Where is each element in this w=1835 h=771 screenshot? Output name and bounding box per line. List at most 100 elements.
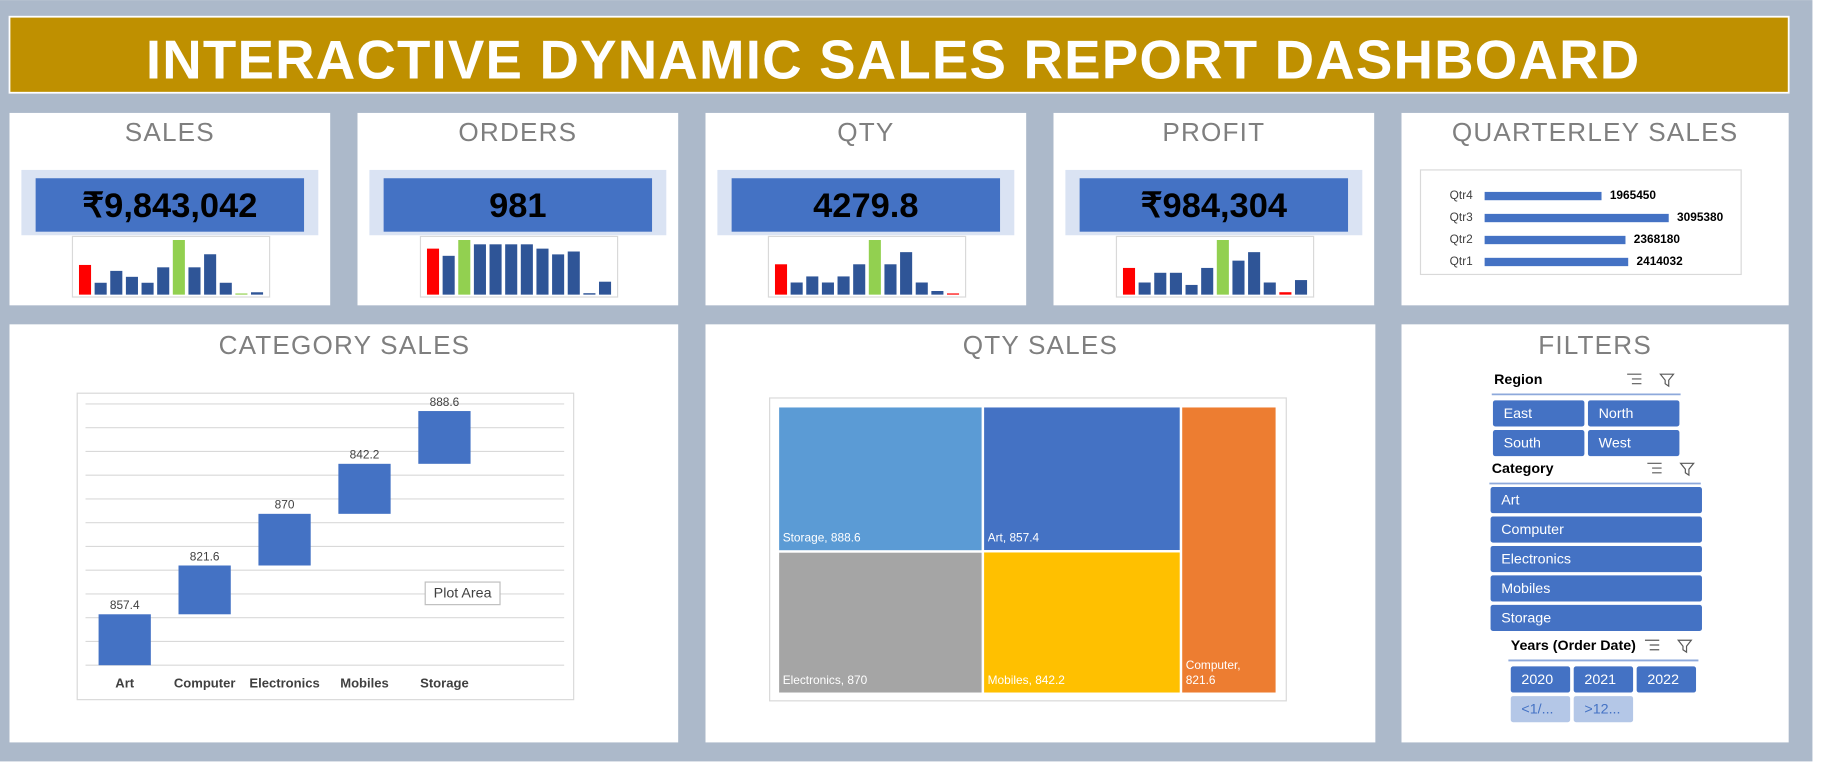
sparkline-bar — [1201, 267, 1214, 295]
bar — [1484, 191, 1602, 201]
filter-button[interactable] — [1490, 487, 1702, 514]
treemap-label: Mobiles, 842.2 — [987, 674, 1065, 688]
sparkline-bar — [204, 254, 217, 295]
data-label: 2368180 — [1634, 232, 1681, 246]
data-label: 821.6 — [190, 549, 220, 563]
sparkline-bar — [141, 282, 154, 295]
slicer-icon[interactable] — [1627, 373, 1642, 385]
filter-button-label[interactable]: Electronics — [1501, 551, 1571, 567]
sparkline-bar — [837, 276, 850, 295]
kpi-box — [1079, 178, 1349, 232]
sparkline-bar — [125, 276, 138, 295]
sparkline-bar — [188, 267, 201, 295]
filter-button-label[interactable]: >12... — [1584, 702, 1620, 718]
sparkline-bar — [157, 267, 170, 295]
sparkline-bar — [567, 251, 580, 295]
sparkline-bar — [1263, 282, 1276, 295]
filter-button[interactable] — [1573, 666, 1634, 693]
x-tick-label: Electronics — [249, 676, 319, 691]
sparkline-bar — [235, 293, 248, 295]
filter-button[interactable] — [1510, 666, 1571, 693]
filter-button[interactable] — [1490, 575, 1702, 602]
filter-button[interactable] — [1490, 545, 1702, 573]
sparkline-bar — [94, 282, 107, 295]
bar — [258, 513, 311, 566]
sparkline-bar — [1279, 292, 1292, 295]
filter-button[interactable] — [1490, 604, 1702, 631]
clear-filter-icon[interactable] — [1679, 462, 1695, 477]
treemap-label-box: Storage, 888.6 — [783, 532, 861, 545]
header-bar — [8, 15, 1790, 94]
kpi-box — [35, 178, 305, 232]
clear-filter-icon[interactable] — [1676, 639, 1693, 654]
sparkline-bar — [806, 276, 819, 295]
filter-button-label[interactable]: Computer — [1501, 522, 1564, 538]
sparkline-bar — [78, 264, 92, 295]
filter-button-label[interactable]: South — [1504, 435, 1541, 451]
treemap-label: Art, 857.4 — [987, 532, 1040, 546]
kpi-title: QTY — [837, 117, 894, 147]
sparkline-bar — [853, 264, 866, 295]
filter-button[interactable] — [1573, 696, 1634, 723]
filter-button[interactable] — [1492, 430, 1585, 457]
filter-button-label[interactable]: Art — [1501, 492, 1519, 508]
filter-button-label[interactable]: East — [1504, 406, 1533, 422]
kpi-box — [731, 178, 1001, 232]
sparkline-bar — [536, 248, 549, 295]
bar — [1484, 213, 1669, 223]
x-tick-label: Computer — [174, 676, 236, 691]
y-tick-label: Qtr2 — [1450, 232, 1473, 246]
data-label: 1965450 — [1610, 188, 1657, 202]
treemap-label-box: Mobiles, 842.2 — [987, 674, 1065, 688]
x-tick-label: Art — [115, 676, 134, 691]
filter-button-label[interactable]: West — [1599, 435, 1631, 451]
dashboard-title: INTERACTIVE DYNAMIC SALES REPORT DASHBOA… — [146, 30, 1640, 91]
sparkline-bar — [1169, 272, 1182, 295]
filter-button[interactable] — [1587, 430, 1680, 457]
treemap-cell — [1179, 405, 1278, 695]
filter-button[interactable] — [1587, 400, 1680, 427]
sparkline-bar — [884, 264, 897, 295]
data-label: 888.6 — [430, 395, 460, 409]
filter-button-label[interactable]: 2022 — [1647, 672, 1679, 688]
sparkline-bar — [583, 293, 596, 295]
sparkline-bar — [110, 270, 123, 295]
treemap-label-box: Computer, 821.6 — [1186, 659, 1241, 688]
kpi-value: 4279.8 — [813, 187, 918, 225]
filter-button-label[interactable]: North — [1599, 406, 1634, 422]
sparkline-bar — [458, 240, 471, 295]
slicer-header: Years (Order Date) — [1511, 638, 1636, 654]
sparkline-bar — [1138, 282, 1151, 295]
sparkline-bar — [489, 244, 502, 295]
filter-button-label[interactable]: Storage — [1501, 610, 1551, 626]
filter-button-label[interactable]: 2020 — [1521, 672, 1553, 688]
bar — [178, 565, 231, 615]
bar — [1484, 235, 1626, 245]
filter-button[interactable] — [1636, 666, 1697, 693]
sparkline-bar — [426, 248, 440, 295]
filter-button[interactable] — [1510, 696, 1571, 723]
data-label: 2414032 — [1637, 254, 1684, 268]
filter-button-label[interactable]: Mobiles — [1501, 581, 1550, 597]
bar — [98, 614, 151, 666]
sparkline-bar — [505, 244, 518, 295]
treemap-label-box: Electronics, 870 — [782, 674, 868, 688]
data-label: 842.2 — [350, 448, 380, 462]
filter-button[interactable] — [1492, 400, 1585, 427]
treemap-label: Electronics, 870 — [782, 674, 868, 688]
slicer-icon[interactable] — [1644, 639, 1660, 651]
bar — [338, 463, 391, 514]
sparkline-bar — [1232, 260, 1245, 295]
slicer-header: Category — [1492, 461, 1554, 477]
clear-filter-icon[interactable] — [1659, 373, 1675, 388]
filter-button[interactable] — [1490, 516, 1702, 543]
treemap-label-box: Art, 857.4 — [987, 532, 1040, 546]
treemap-cell — [981, 550, 1183, 695]
chart-title: QUARTERLEY SALES — [1452, 117, 1739, 147]
treemap-cell — [776, 550, 985, 695]
sparkline-bar — [520, 244, 533, 295]
slicer-icon[interactable] — [1647, 462, 1662, 474]
filter-button-label[interactable]: <1/... — [1521, 702, 1553, 718]
filter-button-label[interactable]: 2021 — [1584, 672, 1616, 688]
